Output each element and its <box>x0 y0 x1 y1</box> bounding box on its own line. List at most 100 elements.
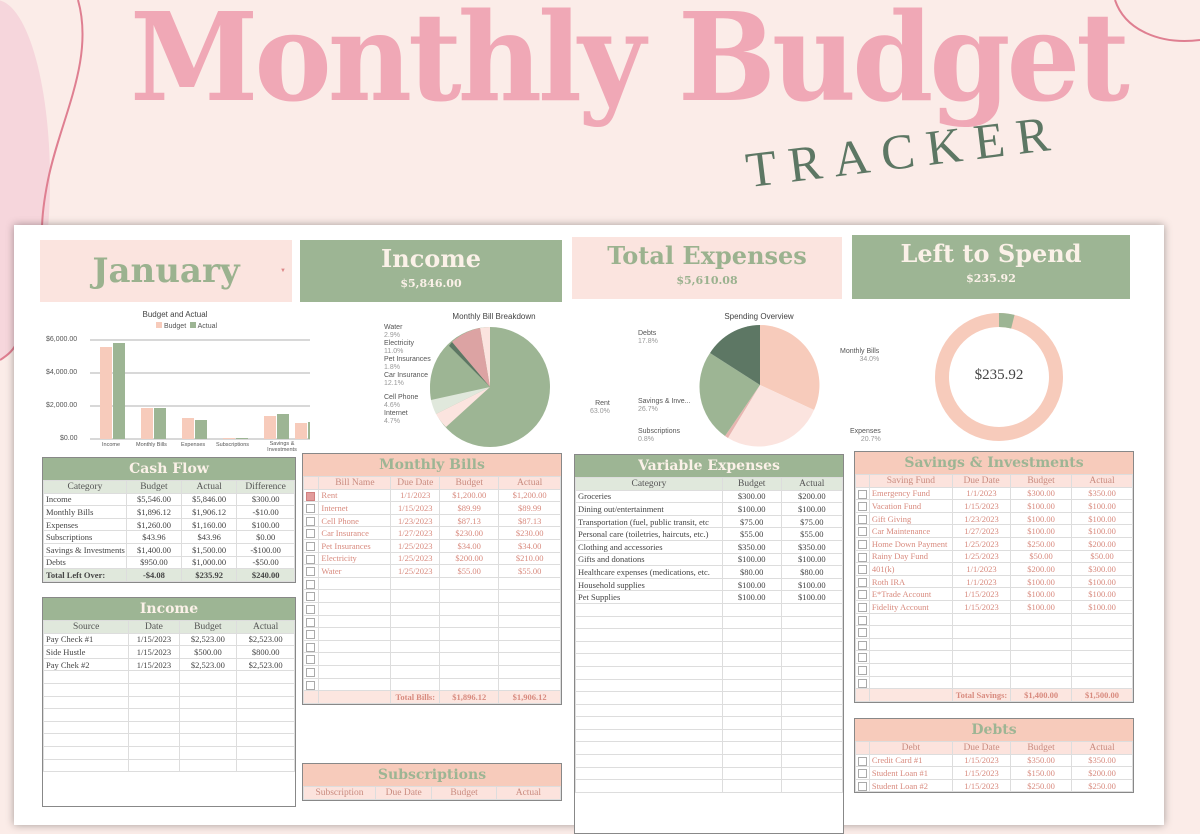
page-title: Monthly Budget <box>130 0 1130 130</box>
checkbox[interactable] <box>306 642 315 652</box>
spending-overview-chart: Spending Overview Debts 17.8% Monthly Bil… <box>634 310 894 450</box>
checkbox[interactable] <box>306 630 315 640</box>
table-row: Savings & Investments $1,400.00 $1,500.00-… <box>43 542 295 557</box>
checkbox[interactable] <box>306 579 315 589</box>
budget-sheet: January ▼ Income $5,846.00 Total Expense… <box>14 225 1164 834</box>
table-row: Side Hustle 1/15/2023 $500.00 $800.00 <box>42 645 295 659</box>
decorative-curve <box>41 0 1200 230</box>
checkbox[interactable] <box>306 667 315 677</box>
checkbox[interactable] <box>858 756 867 766</box>
income-card-value: $5,846.00 <box>400 277 462 290</box>
table-row: Healthcare expenses (medications, etc. $8… <box>575 565 844 579</box>
checkbox[interactable] <box>306 592 315 602</box>
debts-title: Debts <box>855 719 1133 741</box>
checkbox[interactable] <box>858 628 867 638</box>
table-row: Pet Insurances 1/25/2023 $34.00 $34.00 <box>302 538 561 553</box>
table-row: Cell Phone 1/23/2023 $87.13 $87.13 <box>302 513 561 528</box>
variable-expenses-table: Variable Expenses Category Budget Actual G… <box>574 454 844 834</box>
total-row: Total Left Over: -$4.08 $235.92 $240.00 <box>43 568 295 582</box>
checkbox[interactable] <box>858 514 867 524</box>
table-row: 401(k) 1/1/2023 $200.00 $300.00 <box>855 562 1133 576</box>
variable-expenses-title: Variable Expenses <box>575 455 843 477</box>
table-row: Debts $950.00 $1,000.00 -$50.00 <box>43 555 295 570</box>
total-expenses-value: $5,610.08 <box>676 274 738 287</box>
table-row: Income $5,546.00 $5,846.00 $300.00 <box>43 492 295 507</box>
table-row: Pet Supplies $100.00 $100.00 <box>575 590 844 604</box>
income-card: Income $5,846.00 <box>300 240 562 302</box>
table-row: Monthly Bills $1,896.12 $1,906.12 -$10.00 <box>43 505 295 519</box>
subscriptions-title: Subscriptions <box>303 764 561 786</box>
table-row: Vacation Fund 1/15/2023 $100.00 $100.00 <box>855 499 1133 513</box>
table-row: Gift Giving 1/23/2023 $100.00 $100.00 <box>855 511 1133 526</box>
table-row: Electricity 1/25/2023 $200.00 $210.00 <box>302 551 561 566</box>
table-row: Household supplies $100.00 $100.00 <box>575 577 844 592</box>
checkbox[interactable] <box>306 516 315 526</box>
table-row: Subscriptions $43.96 $43.96 $0.00 <box>43 530 295 544</box>
checkbox[interactable] <box>858 665 867 675</box>
checkbox[interactable] <box>858 678 867 688</box>
table-row: Car Insurance 1/27/2023 $230.00 $230.00 <box>302 526 561 540</box>
table-row: Pay Check #1 1/15/2023 $2,523.00 $2,523.00 <box>42 632 295 647</box>
dropdown-arrow-icon[interactable]: ▼ <box>280 268 286 274</box>
cash-flow-table: Cash Flow Category Budget Actual Difference… <box>42 457 296 583</box>
table-row: Rent 1/1/2023 $1,200.00 $1,200.00 <box>302 488 561 503</box>
table-row: Personal care (toiletries, haircuts, etc… <box>575 527 844 541</box>
checkbox[interactable] <box>858 565 867 575</box>
checkbox[interactable] <box>858 653 867 663</box>
debts-table: Debts Debt Due Date Budget Actual Credit Ca… <box>854 718 1134 794</box>
left-to-spend-value: $235.92 <box>966 272 1016 285</box>
total-row: Total Savings: $1,400.00 $1,500.00 <box>855 688 1133 702</box>
checkbox[interactable] <box>306 529 315 539</box>
checkbox[interactable] <box>858 552 867 562</box>
table-row: Gifts and donations $100.00 $100.00 <box>575 552 844 567</box>
income-table-title: Income <box>43 598 295 620</box>
table-row: Pay Chek #2 1/15/2023 $2,523.00 $2,523.00 <box>42 657 295 672</box>
checkbox[interactable] <box>858 781 867 791</box>
checkbox[interactable] <box>306 542 315 552</box>
table-row: Credit Card #1 1/15/2023 $350.00 $350.00 <box>855 753 1133 768</box>
checkbox[interactable] <box>306 567 315 577</box>
month-selector[interactable]: January ▼ <box>40 240 292 302</box>
checkbox[interactable] <box>858 769 867 779</box>
checkbox[interactable] <box>306 617 315 627</box>
chart-title: Budget and Actual <box>142 310 208 319</box>
table-row: Emergency Fund 1/1/2023 $300.00 $350.00 <box>855 486 1133 501</box>
checkbox[interactable] <box>858 615 867 625</box>
checkbox[interactable] <box>858 527 867 537</box>
table-row: Water 1/25/2023 $55.00 $55.00 <box>302 564 561 578</box>
table-row: Roth IRA 1/1/2023 $100.00 $100.00 <box>855 574 1133 589</box>
income-table: Income Source Date Budget Actual Pay Check … <box>42 597 296 807</box>
savings-table: Savings & Investments Saving Fund Due Dat… <box>854 451 1134 703</box>
table-row: Expenses $1,260.00 $1,160.00 $100.00 <box>43 517 295 532</box>
table-row: Transportation (fuel, public transit, et… <box>575 514 844 529</box>
bill-breakdown-chart: Monthly Bill Breakdown Water 2.9% Electri… <box>354 310 610 450</box>
donut-center-label: $235.92 <box>974 367 1024 383</box>
checkbox[interactable] <box>858 577 867 587</box>
subscriptions-table: Subscriptions Subscription Due Date Budget… <box>302 763 562 801</box>
checkbox[interactable] <box>306 504 315 514</box>
checkbox[interactable] <box>306 554 315 564</box>
table-row: Groceries $300.00 $200.00 <box>575 489 844 504</box>
total-row: Total Bills: $1,896.12 $1,906.12 <box>302 690 561 704</box>
checkbox[interactable] <box>306 680 315 690</box>
monthly-bills-table: Monthly Bills Bill Name Due Date Budget Act… <box>302 453 562 705</box>
table-row: Rainy Day Fund 1/25/2023 $50.00 $50.00 <box>855 549 1133 564</box>
table-row: Student Loan #1 1/15/2023 $150.00 $200.00 <box>855 766 1133 780</box>
checkbox[interactable] <box>306 605 315 614</box>
checkbox[interactable] <box>858 640 867 650</box>
cash-flow-title: Cash Flow <box>43 458 295 480</box>
table-row: Fidelity Account 1/15/2023 $100.00 $100.00 <box>855 599 1133 614</box>
checkbox[interactable] <box>306 491 315 501</box>
checkbox[interactable] <box>858 502 867 512</box>
checkbox[interactable] <box>858 603 867 612</box>
chart-legend: Budget Actual <box>156 322 217 330</box>
checkbox[interactable] <box>858 590 867 600</box>
table-row: Student Loan #2 1/15/2023 $250.00 $250.00 <box>855 778 1133 793</box>
total-expenses-card: Total Expenses $5,610.08 <box>572 237 842 299</box>
checkbox[interactable] <box>858 489 867 499</box>
left-to-spend-card: Left to Spend $235.92 <box>852 235 1130 299</box>
checkbox[interactable] <box>306 655 315 665</box>
left-to-spend-donut: $235.92 <box>924 307 1074 447</box>
checkbox[interactable] <box>858 540 867 550</box>
savings-title: Savings & Investments <box>855 452 1133 474</box>
